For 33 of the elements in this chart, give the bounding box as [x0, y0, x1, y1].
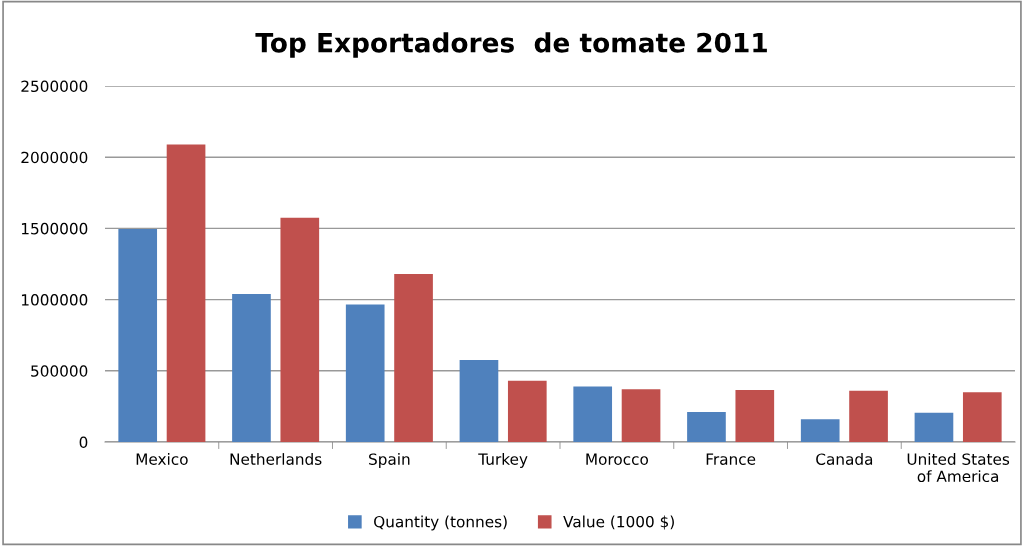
y-tick-label: 1000000: [21, 294, 88, 306]
x-tick-label: France: [706, 453, 756, 465]
y-tick-label: 2500000: [21, 80, 88, 93]
bar: [280, 217, 320, 442]
bar: [573, 386, 613, 442]
bar: [166, 144, 206, 442]
x-tick-label: Mexico: [136, 453, 188, 465]
y-tick-label: 0: [79, 436, 88, 449]
x-tick-label: Canada: [816, 453, 873, 465]
legend-label: Quantity (tonnes): [374, 515, 507, 531]
x-tick-label: Netherlands: [230, 453, 322, 465]
bar: [459, 360, 499, 442]
bar: [232, 293, 271, 442]
y-tick-label: 1500000: [21, 222, 88, 235]
bar: [800, 419, 840, 442]
x-tick-label: Spain: [369, 453, 410, 468]
x-tick-label: Morocco: [586, 453, 649, 465]
bar: [507, 380, 547, 442]
y-tick-label: 500000: [31, 365, 88, 377]
y-tick-label: 2000000: [21, 151, 88, 164]
bar: [345, 304, 385, 442]
bar: [687, 412, 726, 442]
bar: [735, 390, 775, 442]
legend-label: Value (1000 $): [563, 515, 674, 530]
bar: [621, 389, 661, 442]
bar: [394, 273, 433, 442]
chart-title: Top Exportadores de tomate 2011: [255, 32, 767, 58]
bar: [914, 412, 954, 442]
bar: [962, 392, 1002, 442]
x-tick-label: Turkey: [478, 453, 528, 468]
bar: [849, 390, 888, 442]
x-tick-label: United States of America: [907, 453, 1010, 483]
bar: [118, 229, 158, 442]
